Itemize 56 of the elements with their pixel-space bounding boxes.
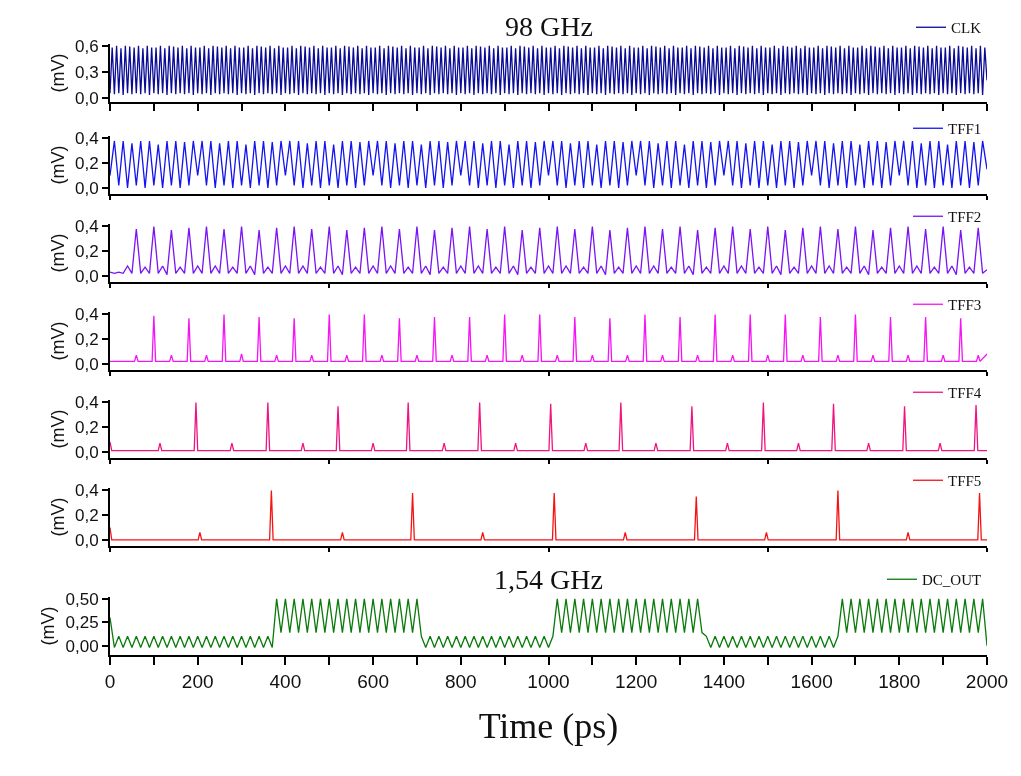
x-tick-label: 400	[269, 670, 302, 692]
y-axis-title: (mV)	[47, 53, 68, 93]
legend-label: TFF4	[948, 385, 982, 402]
y-tick-label: 0,2	[74, 506, 99, 526]
y-tick-label: 0,2	[74, 418, 99, 438]
y-axis-title: (mV)	[47, 321, 68, 361]
line-series	[110, 45, 987, 96]
legend-label: TFF2	[948, 209, 982, 226]
y-tick-label: 0,0	[74, 178, 99, 198]
line-series	[110, 225, 987, 276]
y-axis-title: (mV)	[47, 409, 68, 449]
x-tick-label: 800	[444, 670, 477, 692]
y-tick-label: 0,00	[65, 636, 99, 656]
x-tick-label: 1200	[615, 670, 658, 692]
text: 1,54 GHz	[494, 564, 603, 595]
y-tick-label: 0,3	[74, 62, 99, 82]
x-tick-label: 0	[104, 670, 116, 692]
y-axis-title: (mV)	[47, 497, 68, 537]
x-tick-label: 1000	[527, 670, 570, 692]
y-tick-label: 0,2	[74, 242, 99, 262]
y-tick-label: 0,25	[65, 613, 99, 633]
legend-label: TFF5	[948, 473, 982, 490]
y-tick-label: 0,0	[74, 530, 99, 550]
x-tick-label: 1400	[702, 670, 746, 692]
legend-label: TFF3	[948, 297, 982, 314]
x-tick-label: 1600	[790, 670, 833, 692]
y-axis-title: (mV)	[38, 606, 59, 646]
y-tick-label: 0,2	[74, 154, 99, 174]
x-tick-label: 600	[357, 670, 389, 692]
y-tick-label: 0,2	[74, 330, 99, 350]
line-series	[110, 401, 987, 452]
x-axis-title: Time (ps)	[478, 706, 619, 746]
legend-label: CLK	[951, 20, 982, 37]
line-series	[110, 489, 987, 541]
y-tick-label: 0,0	[74, 442, 99, 462]
y-tick-label: 0,50	[65, 589, 99, 609]
y-tick-label: 0,4	[74, 305, 99, 325]
legend-label: TFF1	[948, 121, 982, 138]
y-tick-label: 0,0	[74, 354, 99, 374]
y-tick-label: 0,4	[74, 481, 99, 501]
text: 98 GHz	[505, 11, 593, 42]
x-tick-label: 2000	[965, 670, 1009, 692]
y-tick-label: 0,6	[74, 36, 99, 56]
y-axis-title: (mV)	[47, 145, 68, 185]
y-tick-label: 0,4	[74, 393, 99, 413]
line-series	[110, 313, 987, 363]
legend-label: DC_OUT	[922, 572, 982, 589]
y-tick-label: 0,4	[74, 129, 99, 149]
x-tick-label: 200	[181, 670, 214, 692]
line-series	[110, 598, 987, 649]
line-series	[110, 140, 987, 189]
y-axis-title: (mV)	[47, 233, 68, 273]
y-tick-label: 0,0	[74, 266, 99, 286]
x-tick-label: 1800	[878, 670, 921, 692]
y-tick-label: 0,0	[74, 88, 99, 108]
y-tick-label: 0,4	[74, 217, 99, 237]
